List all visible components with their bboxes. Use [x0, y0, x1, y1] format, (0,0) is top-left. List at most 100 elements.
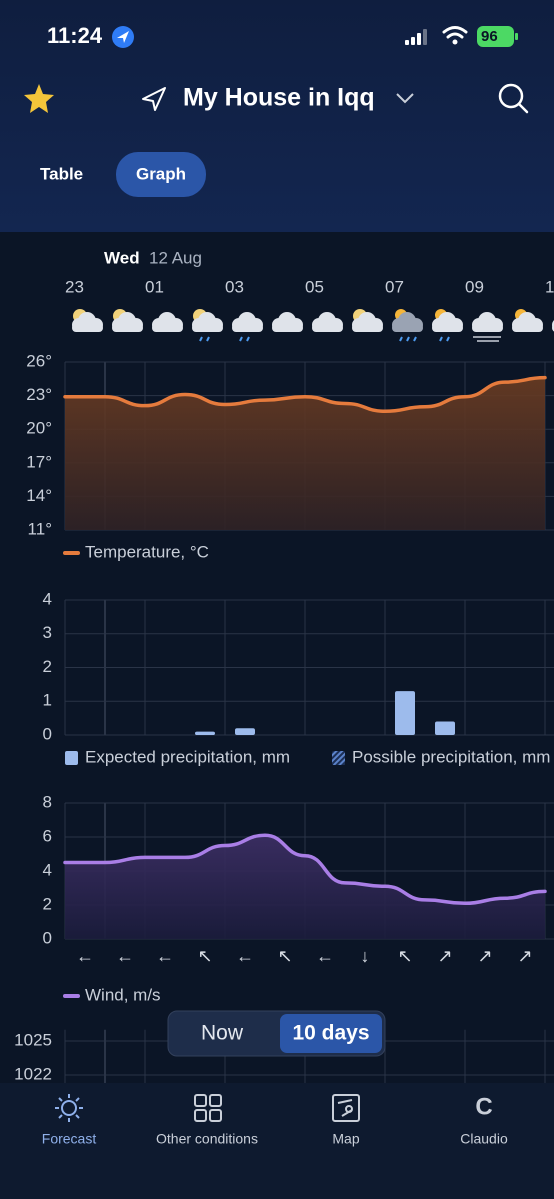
date-day: 12 Aug — [149, 248, 202, 267]
y-tick-label: 1022 — [14, 1064, 52, 1083]
cloud-icon — [272, 324, 303, 332]
nav-label[interactable]: Other conditions — [156, 1131, 258, 1147]
y-tick-label: 8 — [43, 792, 52, 811]
rain-icon — [239, 336, 250, 342]
signal-icon — [405, 29, 427, 45]
y-tick-label: 23° — [26, 385, 52, 404]
wind-direction: ← — [236, 946, 254, 966]
battery — [477, 26, 514, 47]
y-tick-label: 1025 — [14, 1031, 52, 1050]
cloud-icon — [512, 324, 543, 332]
bar — [195, 731, 215, 735]
nav-label[interactable]: Map — [332, 1131, 359, 1147]
nav-label[interactable]: Forecast — [42, 1131, 97, 1147]
line — [63, 375, 547, 414]
wind-direction: ↓ — [361, 946, 370, 966]
rain-icon — [439, 336, 450, 342]
location-nav-icon[interactable] — [142, 87, 166, 111]
wind-direction: ↗ — [437, 946, 452, 966]
line — [63, 833, 547, 906]
battery-level: 96 — [481, 28, 498, 45]
y-tick-label: 2 — [43, 657, 52, 676]
nav-conditions-icon[interactable] — [194, 1094, 222, 1122]
y-tick-label: 14° — [26, 486, 52, 505]
rain-icon — [199, 336, 210, 342]
nav-map-icon[interactable] — [332, 1094, 360, 1122]
legend-swatch — [332, 751, 345, 765]
bar — [395, 691, 415, 735]
wind-direction: ← — [156, 946, 174, 966]
charts: 11°14°17°20°23°26°23010305070911Temperat… — [14, 277, 554, 1083]
nav-label[interactable]: Claudio — [460, 1131, 508, 1147]
location-arrow — [117, 31, 129, 43]
cloud-icon — [392, 324, 423, 332]
rain-icon — [399, 336, 417, 342]
y-tick-label: 1 — [43, 691, 52, 710]
cloud-icon — [112, 324, 143, 332]
wind-direction: ↗ — [517, 946, 532, 966]
status-time: 11:24 — [47, 23, 103, 48]
wifi-dot — [452, 39, 458, 45]
cloud-icon — [472, 324, 503, 332]
search-icon[interactable] — [498, 83, 524, 109]
legend-label: Temperature, °C — [85, 542, 209, 561]
nav-profile-icon[interactable]: C — [475, 1093, 492, 1120]
wind-direction: ← — [116, 946, 134, 966]
toggle-option[interactable]: Now — [201, 1022, 244, 1045]
location-title[interactable]: My House in Iqq — [183, 84, 375, 112]
search-handle[interactable] — [517, 102, 529, 114]
y-tick-label: 6 — [43, 826, 52, 845]
y-tick-label: 17° — [26, 452, 52, 471]
cloud-icon — [192, 324, 223, 332]
header-background — [0, 0, 554, 232]
nav-forecast-icon[interactable] — [55, 1094, 83, 1122]
area — [65, 377, 545, 530]
cloud-icon — [232, 324, 263, 332]
y-tick-label: 4 — [43, 589, 52, 608]
x-tick-label: 09 — [465, 277, 484, 296]
tab[interactable]: Table — [40, 164, 83, 183]
cloud-icon — [152, 324, 183, 332]
toggle-option[interactable]: 10 days — [292, 1022, 369, 1045]
wind-direction: ↗ — [477, 946, 492, 966]
legend-label: Expected precipitation, mm — [85, 747, 290, 766]
favorite-star[interactable] — [24, 84, 54, 113]
y-tick-label: 4 — [43, 860, 52, 879]
tab-active-pill — [116, 152, 206, 197]
bar — [235, 728, 255, 735]
date-weekday: Wed — [104, 248, 140, 267]
legend-swatch — [65, 751, 78, 765]
wifi-icon — [442, 26, 468, 39]
location-chevron[interactable] — [396, 93, 414, 104]
area — [65, 835, 545, 939]
wind-direction: ← — [316, 946, 334, 966]
y-tick-label: 26° — [26, 351, 52, 370]
y-tick-label: 11° — [28, 519, 52, 538]
x-tick-label: 23 — [65, 277, 84, 296]
wind-direction: ← — [76, 946, 94, 966]
wind-direction: ↖ — [197, 946, 212, 966]
cloud-icon — [432, 324, 463, 332]
x-tick-label: 07 — [385, 277, 404, 296]
wind-direction: ↖ — [277, 946, 292, 966]
cloud-icon — [312, 324, 343, 332]
toggle-active — [280, 1014, 382, 1053]
x-tick-label: 05 — [305, 277, 324, 296]
wind-direction: ↖ — [397, 946, 412, 966]
y-tick-label: 2 — [43, 894, 52, 913]
y-tick-label: 0 — [43, 928, 52, 947]
tab[interactable]: Graph — [136, 164, 186, 183]
y-tick-label: 20° — [26, 419, 52, 438]
x-tick-label: 11 — [545, 277, 554, 296]
fog-icon — [473, 336, 501, 342]
legend-label: Possible precipitation, mm — [352, 747, 550, 766]
y-tick-label: 0 — [43, 724, 52, 743]
battery-tip — [515, 33, 518, 40]
legend-label: Wind, m/s — [85, 985, 161, 1004]
x-tick-label: 01 — [145, 277, 164, 296]
bar — [435, 721, 455, 735]
y-tick-label: 3 — [43, 623, 52, 642]
nav-background — [0, 1083, 554, 1199]
